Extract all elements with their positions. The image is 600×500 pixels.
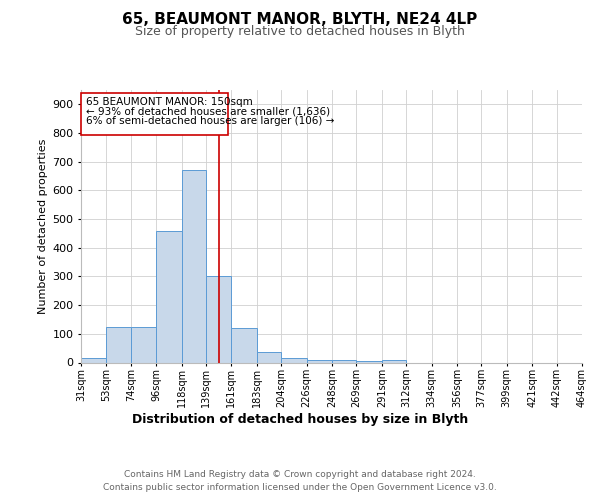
Text: 65, BEAUMONT MANOR, BLYTH, NE24 4LP: 65, BEAUMONT MANOR, BLYTH, NE24 4LP	[122, 12, 478, 28]
FancyBboxPatch shape	[81, 93, 228, 136]
Bar	[156, 230, 182, 362]
Bar	[356, 361, 382, 362]
Bar	[206, 276, 232, 362]
Text: Contains HM Land Registry data © Crown copyright and database right 2024.: Contains HM Land Registry data © Crown c…	[124, 470, 476, 479]
Bar	[307, 360, 332, 362]
Bar	[106, 326, 131, 362]
Bar	[81, 358, 106, 362]
Text: 65 BEAUMONT MANOR: 150sqm: 65 BEAUMONT MANOR: 150sqm	[86, 97, 253, 107]
Bar	[232, 328, 257, 362]
Text: 6% of semi-detached houses are larger (106) →: 6% of semi-detached houses are larger (1…	[86, 116, 334, 126]
Text: ← 93% of detached houses are smaller (1,636): ← 93% of detached houses are smaller (1,…	[86, 106, 330, 117]
Text: Contains public sector information licensed under the Open Government Licence v3: Contains public sector information licen…	[103, 482, 497, 492]
Bar	[257, 352, 281, 362]
Bar	[182, 170, 206, 362]
Bar	[332, 360, 356, 362]
Bar	[281, 358, 307, 362]
Text: Size of property relative to detached houses in Blyth: Size of property relative to detached ho…	[135, 25, 465, 38]
Bar	[131, 326, 156, 362]
Text: Distribution of detached houses by size in Blyth: Distribution of detached houses by size …	[132, 412, 468, 426]
Bar	[382, 360, 406, 362]
Y-axis label: Number of detached properties: Number of detached properties	[38, 138, 48, 314]
